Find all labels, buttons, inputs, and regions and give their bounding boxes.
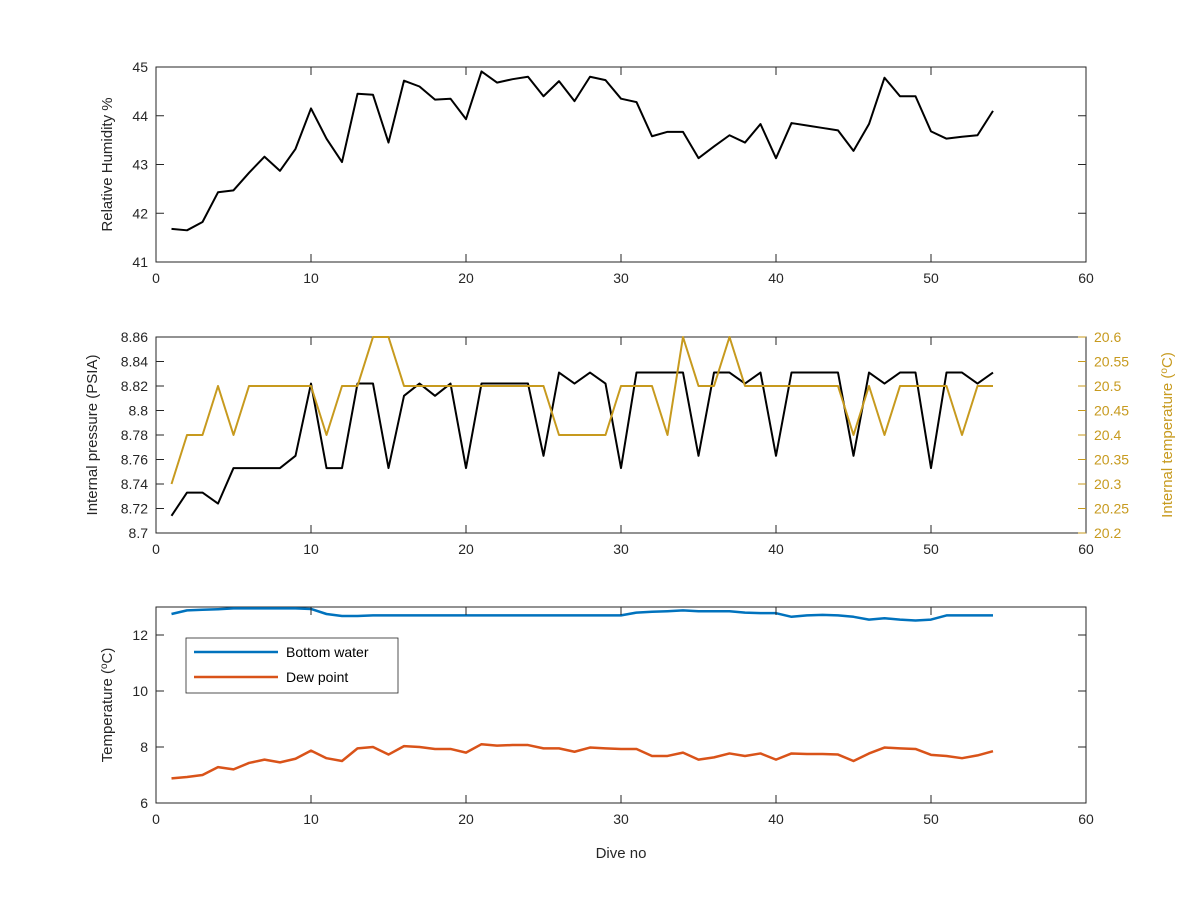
humidity-x-tick-label: 10: [303, 270, 319, 286]
pressure-series-layer: [170, 336, 994, 517]
humidity-x-ticks: 0 10 20 30 40 50 60: [152, 67, 1094, 286]
temperature-y-axis-label: Temperature (oC): [99, 648, 117, 763]
pressure-line: [170, 371, 994, 517]
temperature-x-ticks: 0 10 20 30 40 50 60: [152, 607, 1094, 827]
pressure-y-tick-label: 8.8: [129, 403, 149, 419]
humidity-series-layer: [171, 70, 994, 232]
legend: Bottom water Dew point: [185, 637, 399, 694]
temperature-right-y-tick-label: 20.5: [1094, 378, 1121, 394]
humidity-x-tick-label: 60: [1078, 270, 1094, 286]
temperature-panel: 0 10 20 30 40 50 60 6 8 10 12 Temperature (oC) Di…: [99, 606, 1094, 862]
pressure-y-tick-label: 8.86: [121, 329, 148, 345]
temperature-x-tick-label: 60: [1078, 811, 1094, 827]
humidity-line: [171, 70, 994, 232]
pressure-panel: 0 10 20 30 40 50 60 8.7 8.72 8.74 8.76 8.78 8.8 8.82…: [84, 329, 1176, 557]
temperature-y-tick-label: 12: [132, 627, 148, 643]
pressure-y-tick-label: 8.84: [121, 354, 148, 370]
pressure-x-tick-label: 40: [768, 541, 784, 557]
humidity-y-tick-label: 43: [132, 157, 148, 173]
temperature-right-y-tick-label: 20.35: [1094, 452, 1129, 468]
pressure-x-tick-label: 60: [1078, 541, 1094, 557]
humidity-y-tick-label: 41: [132, 254, 148, 270]
pressure-y-tick-label: 8.74: [121, 476, 148, 492]
temperature-x-tick-label: 0: [152, 811, 160, 827]
internal-temperature-y-axis-label: Internal temperature (oC): [1159, 352, 1177, 518]
bottom-water-line: [171, 607, 993, 622]
pressure-y-tick-label: 8.7: [129, 525, 149, 541]
pressure-x-tick-label: 30: [613, 541, 629, 557]
pressure-x-tick-label: 50: [923, 541, 939, 557]
temperature-right-y-tick-label: 20.3: [1094, 476, 1121, 492]
internal-temperature-line: [170, 336, 993, 485]
temperature-y-tick-label: 8: [140, 739, 148, 755]
humidity-y-tick-label: 44: [132, 108, 148, 124]
pressure-plot-area: [155, 336, 1087, 534]
temperature-x-tick-label: 50: [923, 811, 939, 827]
humidity-x-tick-label: 20: [458, 270, 474, 286]
temperature-series-layer: [171, 607, 994, 780]
temperature-y-tick-label: 10: [132, 683, 148, 699]
humidity-x-tick-label: 0: [152, 270, 160, 286]
temperature-right-y-tick-label: 20.4: [1094, 427, 1121, 443]
temperature-x-tick-label: 30: [613, 811, 629, 827]
pressure-y-tick-label: 8.82: [121, 378, 148, 394]
temperature-right-y-tick-label: 20.25: [1094, 501, 1129, 517]
legend-box: [185, 637, 399, 694]
dew-point-line: [171, 742, 994, 780]
humidity-y-ticks: 41 42 43 44 45: [132, 59, 1086, 270]
humidity-panel: 0 10 20 30 40 50 60 41 42 43 44 45 Relative Humidi…: [99, 59, 1094, 286]
temperature-x-tick-label: 40: [768, 811, 784, 827]
pressure-x-tick-label: 20: [458, 541, 474, 557]
pressure-x-tick-label: 0: [152, 541, 160, 557]
temperature-x-tick-label: 10: [303, 811, 319, 827]
pressure-y-tick-label: 8.72: [121, 501, 148, 517]
temperature-right-y-tick-label: 20.6: [1094, 329, 1121, 345]
temperature-right-y-tick-label: 20.45: [1094, 403, 1129, 419]
humidity-y-tick-label: 45: [132, 59, 148, 75]
humidity-y-tick-label: 42: [132, 205, 148, 221]
temperature-plot-area: [155, 606, 1087, 804]
humidity-y-axis-label: Relative Humidity %: [99, 97, 116, 231]
pressure-x-tick-label: 10: [303, 541, 319, 557]
temperature-right-y-ticks: 20.2 20.25 20.3 20.35 20.4 20.45 20.5 20.55 20.6: [1078, 329, 1129, 541]
humidity-x-tick-label: 40: [768, 270, 784, 286]
pressure-y-ticks: 8.7 8.72 8.74 8.76 8.78 8.8 8.82 8.84 8.86: [121, 329, 164, 541]
humidity-x-tick-label: 30: [613, 270, 629, 286]
pressure-x-ticks: 0 10 20 30 40 50 60: [152, 337, 1094, 557]
temperature-y-ticks: 6 8 10 12: [132, 627, 1086, 811]
pressure-y-tick-label: 8.76: [121, 452, 148, 468]
humidity-plot-area: [155, 66, 1087, 263]
humidity-x-tick-label: 50: [923, 270, 939, 286]
temperature-y-tick-label: 6: [140, 795, 148, 811]
temperature-right-y-tick-label: 20.2: [1094, 525, 1121, 541]
x-axis-label: Dive no: [596, 845, 647, 862]
legend-label-dew-point: Dew point: [286, 669, 348, 685]
pressure-y-axis-label: Internal pressure (PSIA): [84, 355, 101, 516]
temperature-x-tick-label: 20: [458, 811, 474, 827]
temperature-right-y-tick-label: 20.55: [1094, 354, 1129, 370]
pressure-y-tick-label: 8.78: [121, 427, 148, 443]
legend-label-bottom-water: Bottom water: [286, 644, 369, 660]
